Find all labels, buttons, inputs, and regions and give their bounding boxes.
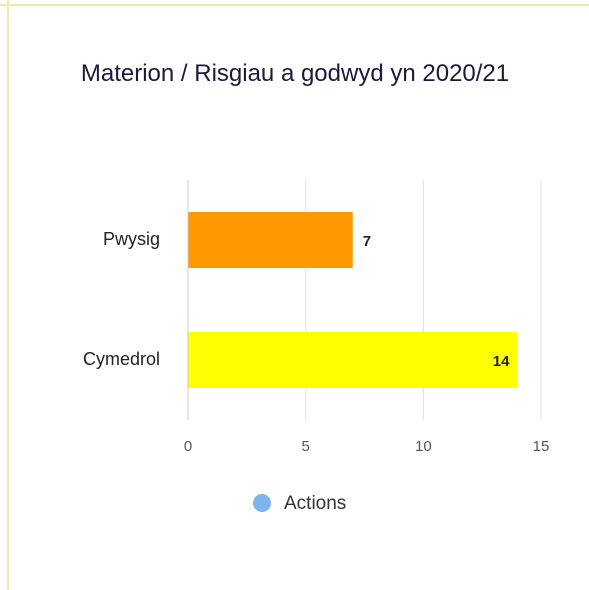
chart-title: Materion / Risgiau a godwyd yn 2020/21 [80, 60, 510, 87]
legend-marker [253, 494, 271, 512]
x-tick-label: 15 [533, 438, 550, 455]
y-tick-label: Cymedrol [83, 349, 160, 369]
x-tick-label: 10 [415, 438, 432, 455]
y-tick-label: Pwysig [103, 229, 160, 249]
data-label: 7 [363, 233, 371, 250]
x-tick-label: 0 [184, 438, 192, 455]
x-tick-label: 5 [301, 438, 309, 455]
legend-label: Actions [284, 493, 346, 514]
data-label: 14 [493, 353, 510, 370]
bar [188, 332, 518, 388]
bar [188, 212, 353, 268]
